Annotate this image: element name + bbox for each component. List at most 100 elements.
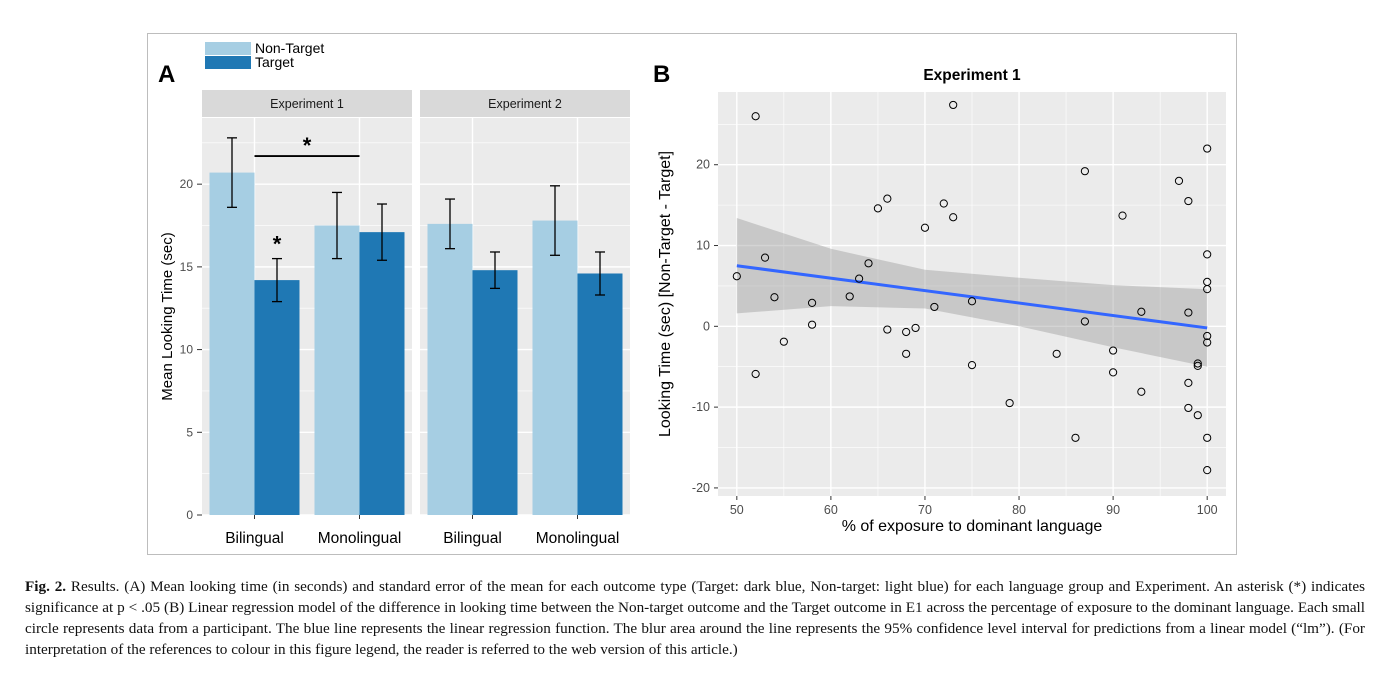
data-point xyxy=(949,213,958,222)
data-point xyxy=(967,361,977,370)
panel-b-title: Experiment 1 xyxy=(923,67,1021,84)
panel-a-y-tick-label: 20 xyxy=(180,177,194,191)
data-point xyxy=(939,199,948,208)
data-point xyxy=(967,297,977,306)
panel-b-y-tick-label: 20 xyxy=(696,158,710,172)
panel-b-y-tick-label: 10 xyxy=(696,239,710,253)
data-point xyxy=(902,349,911,358)
panel-b-scatter-plot: Experiment 1 -20 -10 0 10 20 50 60 70 80 90 100 % of… xyxy=(657,67,1226,535)
panel-b-x-tick-label: 70 xyxy=(918,503,932,517)
data-point xyxy=(883,194,892,203)
data-point xyxy=(1203,338,1212,347)
bar-bilingual-target xyxy=(472,270,518,515)
significance-asterisk: * xyxy=(303,133,312,158)
panel-a-x-tick-label: Bilingual xyxy=(443,530,502,547)
data-point xyxy=(873,204,883,213)
caption-text: Results. (A) Mean looking time (in secon… xyxy=(25,578,1365,658)
data-point xyxy=(949,100,958,110)
legend-swatch-0 xyxy=(205,42,251,55)
figure-caption: Fig. 2. Results. (A) Mean looking time (… xyxy=(25,576,1365,660)
data-point xyxy=(1203,250,1212,259)
data-point xyxy=(779,337,788,346)
data-point xyxy=(1174,176,1184,185)
panel-a-x-tick-label: Bilingual xyxy=(225,530,284,547)
panel-b-x-axis-label: % of exposure to dominant language xyxy=(842,518,1103,535)
bar-bilingual-target xyxy=(254,280,300,515)
panel-b-x-tick-label: 50 xyxy=(730,503,744,517)
data-point xyxy=(1005,398,1014,408)
panel-b-x-tick-label: 80 xyxy=(1012,503,1026,517)
data-point xyxy=(1203,433,1212,442)
legend-label-1: Target xyxy=(255,54,294,70)
data-point xyxy=(911,323,920,333)
data-point xyxy=(920,223,930,232)
panel-a-y-tick-label: 15 xyxy=(180,260,194,274)
data-point xyxy=(902,327,911,337)
regression-line xyxy=(736,264,1208,330)
data-point xyxy=(1137,387,1146,396)
data-point xyxy=(1193,361,1202,371)
panel-b-y-axis-label: Looking Time (sec) [Non-Target - Target] xyxy=(657,151,674,437)
panel-b-label: B xyxy=(653,61,670,88)
data-point xyxy=(1109,346,1118,355)
data-point xyxy=(1203,466,1212,475)
data-point xyxy=(751,112,760,121)
data-point xyxy=(883,325,892,334)
panel-b-x-tick-label: 60 xyxy=(824,503,838,517)
facet-strip-label-2: Experiment 2 xyxy=(488,97,562,111)
data-point xyxy=(1118,211,1127,220)
panel-a-x-tick-label: Monolingual xyxy=(536,530,620,547)
data-point xyxy=(1137,307,1146,316)
panel-b-y-tick-label: -10 xyxy=(692,400,710,414)
bar-monolingual-non-target xyxy=(314,225,360,516)
data-point xyxy=(864,259,873,268)
figure-frame xyxy=(147,33,1237,555)
data-point xyxy=(1109,368,1118,377)
legend-swatch-1 xyxy=(205,56,251,69)
data-point xyxy=(1080,317,1089,326)
panel-a-x-tick-label: Monolingual xyxy=(318,530,402,547)
data-point xyxy=(751,369,760,379)
bar-monolingual-target xyxy=(359,232,405,515)
caption-label: Fig. 2. xyxy=(25,578,67,595)
data-point xyxy=(1080,167,1089,176)
data-point xyxy=(1203,285,1212,294)
panel-a-y-axis-label: Mean Looking Time (sec) xyxy=(159,232,176,400)
panel-a-y-tick-label: 5 xyxy=(186,425,193,439)
data-point xyxy=(1071,433,1080,442)
panel-b-x-tick-label: 100 xyxy=(1197,503,1218,517)
bar-bilingual-non-target xyxy=(209,172,255,515)
data-point xyxy=(1193,411,1202,420)
panel-a-y-tick-label: 10 xyxy=(180,343,194,357)
panel-b-y-tick-label: 0 xyxy=(703,319,710,333)
legend-label-0: Non-Target xyxy=(255,40,324,56)
panel-b-y-tick-label: -20 xyxy=(692,481,710,495)
panel-b-x-tick-label: 90 xyxy=(1106,503,1120,517)
bar-monolingual-non-target xyxy=(532,220,578,515)
data-point xyxy=(1184,308,1193,317)
data-point xyxy=(732,272,741,281)
data-point xyxy=(1184,403,1193,413)
data-point xyxy=(930,302,939,312)
data-point xyxy=(845,292,854,301)
bar-monolingual-target xyxy=(577,273,623,515)
data-point xyxy=(1193,359,1202,368)
panel-a-label: A xyxy=(158,61,175,88)
significance-asterisk: * xyxy=(273,231,282,256)
data-point xyxy=(855,274,864,283)
data-point xyxy=(1184,378,1193,387)
data-point xyxy=(807,298,817,307)
confidence-band xyxy=(736,218,1208,367)
data-point xyxy=(760,253,770,262)
data-point xyxy=(807,320,817,329)
bar-bilingual-non-target xyxy=(427,223,473,515)
data-point xyxy=(1184,196,1193,206)
facet-strip-1 xyxy=(202,90,412,117)
facet-strip-label-1: Experiment 1 xyxy=(270,97,344,111)
data-point xyxy=(1203,144,1212,153)
data-point xyxy=(1203,331,1212,341)
data-point xyxy=(1052,349,1061,358)
facet-strip-2 xyxy=(420,90,630,117)
